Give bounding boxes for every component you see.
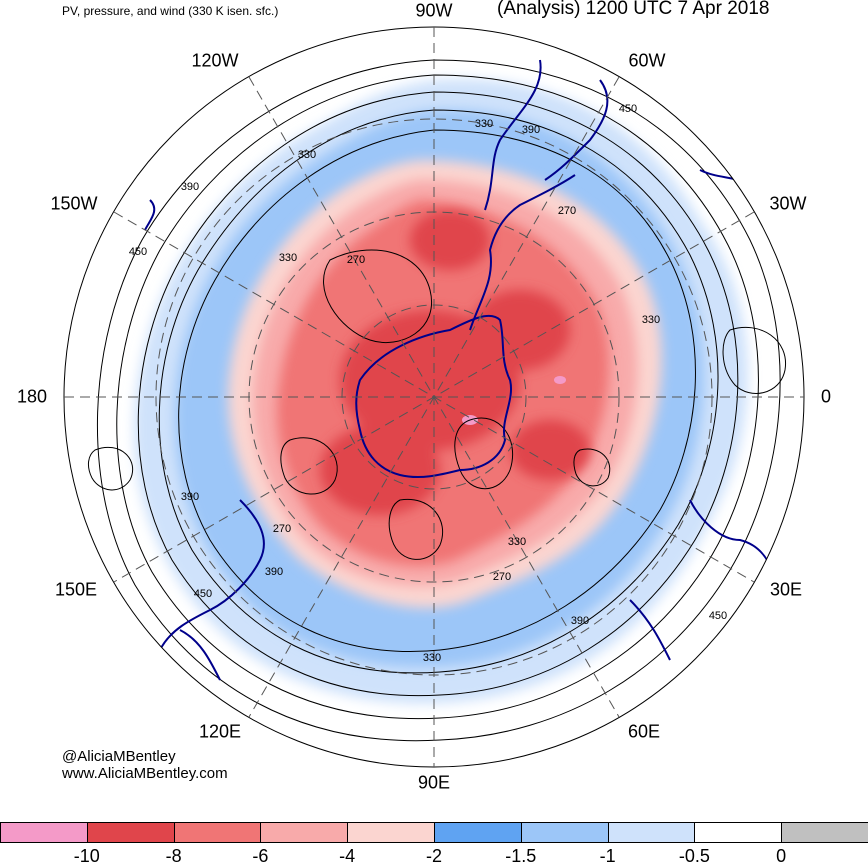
map-title: (Analysis) 1200 UTC 7 Apr 2018 xyxy=(497,0,770,19)
contour-label: 330 xyxy=(475,118,493,130)
lon-label-150e: 150E xyxy=(54,579,98,600)
contour-labels: 330 390 450 270 330 390 270 330 450 390 … xyxy=(129,103,727,664)
contour-label: 330 xyxy=(423,652,441,664)
lon-label-120w: 120W xyxy=(191,50,239,71)
colorbar-swatch xyxy=(434,822,522,843)
colorbar-swatch xyxy=(781,822,868,843)
colorbar: -10 -8 -6 -4 -2 -1.5 -1 -0.5 0 xyxy=(0,822,868,866)
pv-shading-dark-red xyxy=(320,210,590,515)
lon-label-180: 180 xyxy=(16,386,48,407)
contour-label: 450 xyxy=(619,103,637,115)
contour-label: 270 xyxy=(558,205,576,217)
lon-label-120e: 120E xyxy=(198,721,242,742)
colorbar-swatch xyxy=(0,822,88,843)
contour-label: 450 xyxy=(129,246,147,258)
contour-label: 330 xyxy=(508,536,526,548)
contour-label: 330 xyxy=(298,149,316,161)
colorbar-swatch xyxy=(260,822,349,843)
polar-map: 330 390 450 270 330 390 270 330 450 390 … xyxy=(63,26,805,768)
contour-label: 330 xyxy=(642,314,660,326)
lon-label-60w: 60W xyxy=(628,50,666,71)
pressure-contours xyxy=(87,59,786,742)
colorbar-tick-label: -6 xyxy=(252,846,269,866)
colorbar-swatch xyxy=(520,822,609,843)
colorbar-swatch xyxy=(694,822,783,843)
lon-label-30w: 30W xyxy=(769,193,807,214)
map-subtitle: PV, pressure, and wind (330 K isen. sfc.… xyxy=(62,4,279,18)
lon-label-0: 0 xyxy=(820,386,832,407)
contour-label: 330 xyxy=(279,252,297,264)
colorbar-swatch xyxy=(607,822,696,843)
colorbar-swatch xyxy=(347,822,435,843)
contour-label: 390 xyxy=(265,566,283,578)
map-fields xyxy=(64,27,804,767)
colorbar-tick-label: -4 xyxy=(339,846,356,866)
colorbar-tick-label: -8 xyxy=(165,846,182,866)
colorbar-swatch xyxy=(173,822,262,843)
colorbar-tick-label: -0.5 xyxy=(678,846,710,866)
contour-label: 390 xyxy=(571,615,589,627)
colorbar-tick-label: -1 xyxy=(599,846,616,866)
contour-label: 450 xyxy=(709,610,727,622)
contour-label: 450 xyxy=(194,588,212,600)
contour-label: 270 xyxy=(347,254,365,266)
colorbar-tick-label: -2 xyxy=(425,846,443,866)
colorbar-swatch xyxy=(86,822,175,843)
contour-label: 390 xyxy=(181,491,199,503)
contour-label: 270 xyxy=(493,571,511,583)
contour-label: 270 xyxy=(273,523,291,535)
credit-handle: @AliciaMBentley xyxy=(62,748,176,765)
lon-label-90w: 90W xyxy=(415,0,453,21)
coastlines xyxy=(144,59,776,681)
contour-label: 390 xyxy=(522,124,540,136)
graticule xyxy=(64,27,804,767)
lon-label-90e: 90E xyxy=(417,772,451,793)
colorbar-tick-label: 0 xyxy=(776,846,787,866)
colorbar-tick-label: -1.5 xyxy=(505,846,537,866)
lon-label-150w: 150W xyxy=(50,193,98,214)
colorbar-tick-label: -10 xyxy=(73,846,100,866)
credit-website: www.AliciaMBentley.com xyxy=(62,765,228,782)
lon-label-30e: 30E xyxy=(769,579,803,600)
contour-label: 390 xyxy=(181,181,199,193)
lon-label-60e: 60E xyxy=(627,721,661,742)
